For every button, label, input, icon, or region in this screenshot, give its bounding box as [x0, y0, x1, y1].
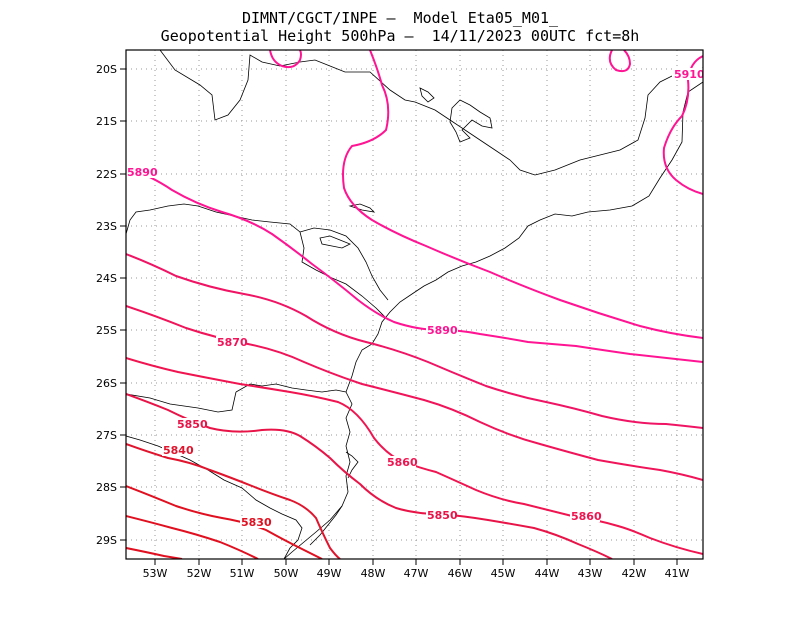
x-tick-label: 51W [230, 567, 255, 580]
x-tick-label: 44W [535, 567, 560, 580]
y-tick-label: 25S [96, 324, 117, 337]
reservoir-4 [319, 235, 351, 249]
contour-label-5840: 5840 [163, 444, 194, 457]
y-tick-label: 24S [96, 272, 117, 285]
x-tick-label: 42W [622, 567, 647, 580]
y-tick-label: 28S [96, 481, 117, 494]
contour-5820 [126, 515, 259, 559]
contour-5850 [126, 393, 613, 559]
reservoir-1 [449, 99, 493, 143]
y-tick-label: 29S [96, 534, 117, 547]
map-frame [125, 49, 704, 560]
x-tick-label: 50W [274, 567, 299, 580]
x-tick-label: 48W [361, 567, 386, 580]
title-line-1: DIMNT/CGCT/INPE – Model Eta05_M01_ [241, 9, 559, 27]
x-tick-label: 53W [143, 567, 168, 580]
reservoir-3 [348, 203, 376, 213]
y-tick-label: 23S [96, 220, 117, 233]
x-tick-label: 47W [404, 567, 429, 580]
reservoir-2 [419, 87, 435, 103]
state-border-sc-rs [126, 391, 237, 413]
state-border-sp-mg [159, 50, 703, 176]
geopotential-contours [126, 50, 703, 559]
contour-5810 [126, 547, 183, 559]
x-tick-label: 49W [317, 567, 342, 580]
atlantic-coastline [283, 81, 703, 559]
y-tick-label: 26S [96, 377, 117, 390]
y-tick-label: 21S [96, 115, 117, 128]
contour-label-5850-west: 5850 [177, 418, 208, 431]
contour-label-5830: 5830 [241, 516, 272, 529]
contour-label-5910: 5910 [674, 68, 705, 81]
contour-label-5890-west: 5890 [127, 166, 158, 179]
title-line-2: Geopotential Height 500hPa – 14/11/2023 … [160, 27, 640, 45]
y-axis-labels: 20S 21S 22S 23S 24S 25S 26S 27S 28S 29S [96, 63, 117, 547]
coastal-islands [345, 451, 359, 479]
lagoon-patos [309, 505, 343, 546]
graticule-grid [126, 50, 703, 559]
contour-5900-center [342, 50, 703, 339]
contour-5870 [126, 305, 703, 481]
contour-label-5850-center: 5850 [427, 509, 458, 522]
x-axis-labels: 53W 52W 51W 50W 49W 48W 47W 46W 45W 44W … [143, 567, 690, 580]
parana-river-border [126, 203, 387, 319]
tick-marks [120, 68, 678, 565]
contour-5910-topright [608, 50, 632, 73]
coastline-and-borders [126, 50, 703, 559]
contour-label-5870: 5870 [217, 336, 248, 349]
contour-label-5860-center: 5860 [387, 456, 418, 469]
contour-5830 [126, 485, 323, 559]
state-border-pr-sp [299, 227, 389, 301]
x-tick-label: 46W [448, 567, 473, 580]
contour-5910-left [269, 50, 302, 69]
x-tick-label: 43W [578, 567, 603, 580]
y-tick-label: 27S [96, 429, 117, 442]
contour-labels: 5910 5890 5890 5870 5850 5860 5840 5860 … [126, 68, 705, 529]
x-tick-label: 45W [491, 567, 516, 580]
y-tick-label: 22S [96, 168, 117, 181]
contour-label-5860-east: 5860 [571, 510, 602, 523]
contour-5860 [126, 357, 703, 555]
contour-5840 [126, 443, 341, 559]
y-tick-label: 20S [96, 63, 117, 76]
x-tick-label: 52W [187, 567, 212, 580]
contour-5890 [126, 167, 703, 363]
contour-5880 [126, 253, 703, 429]
x-tick-label: 41W [665, 567, 690, 580]
contour-label-5890-center: 5890 [427, 324, 458, 337]
state-border-pr-sc [235, 383, 347, 393]
